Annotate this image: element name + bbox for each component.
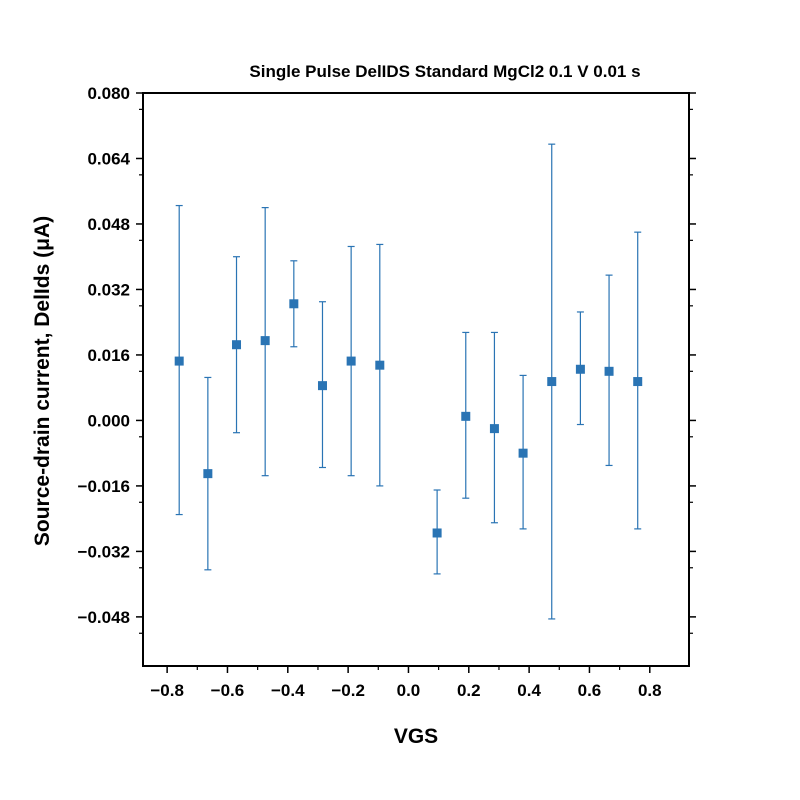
y-tick-label: 0.000 [87,411,130,430]
data-point [489,424,499,434]
x-tick-label: 0.2 [457,681,481,700]
plot-frame [142,92,690,667]
x-tick-label: 0.0 [397,681,421,700]
data-point [633,377,643,387]
chart-title: Single Pulse DelIDS Standard MgCl2 0.1 V… [249,62,640,81]
data-series [174,143,643,620]
y-tick-label: 0.032 [87,280,130,299]
data-point [575,364,585,374]
x-axis-label: VGS [394,725,438,748]
x-tick-label: 0.8 [638,681,662,700]
data-point [260,336,270,346]
x-tick-label: −0.4 [271,681,305,700]
x-tick-label: −0.6 [211,681,245,700]
data-point [604,366,614,376]
x-tick-label: 0.6 [578,681,602,700]
y-axis-label: Source-drain current, DelIds (μA) [31,216,54,546]
y-tick-label: −0.032 [78,542,130,561]
y-tick-label: −0.016 [78,477,130,496]
data-point [203,469,213,479]
y-tick-label: 0.080 [87,84,130,103]
data-point [232,340,242,350]
data-point [375,360,385,370]
data-point [289,299,299,309]
data-point [317,381,327,391]
data-point [547,377,557,387]
y-tick-label: 0.016 [87,346,130,365]
data-point [518,448,528,458]
data-point [346,356,356,366]
data-point [174,356,184,366]
y-tick-label: −0.048 [78,608,130,627]
axis-ticks: −0.8 −0.6 −0.4 −0.2 0.0 0.2 0.4 0.6 0.8 0.080 0.06… [78,84,696,700]
x-tick-label: −0.8 [150,681,184,700]
data-point [461,411,471,421]
y-tick-label: 0.064 [87,149,130,168]
x-tick-label: 0.4 [517,681,541,700]
data-point [432,528,442,538]
x-tick-label: −0.2 [331,681,365,700]
y-tick-label: 0.048 [87,215,130,234]
